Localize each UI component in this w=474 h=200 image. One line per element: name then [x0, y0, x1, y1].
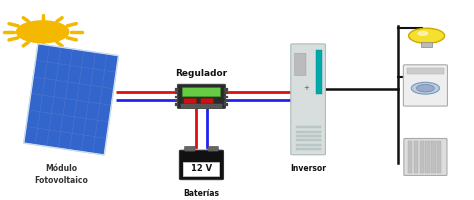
FancyBboxPatch shape	[296, 135, 321, 137]
FancyBboxPatch shape	[175, 92, 178, 94]
FancyBboxPatch shape	[408, 141, 412, 173]
FancyBboxPatch shape	[175, 103, 178, 106]
FancyBboxPatch shape	[291, 44, 326, 155]
Circle shape	[418, 31, 428, 35]
Text: Baterías: Baterías	[183, 189, 219, 198]
FancyBboxPatch shape	[201, 98, 213, 104]
FancyBboxPatch shape	[294, 53, 306, 76]
FancyBboxPatch shape	[225, 88, 228, 91]
FancyBboxPatch shape	[182, 88, 221, 97]
FancyBboxPatch shape	[179, 150, 224, 180]
FancyBboxPatch shape	[316, 50, 321, 94]
Polygon shape	[24, 44, 119, 155]
FancyBboxPatch shape	[437, 141, 441, 173]
FancyBboxPatch shape	[208, 146, 218, 151]
FancyBboxPatch shape	[177, 84, 226, 108]
FancyBboxPatch shape	[183, 162, 219, 177]
Text: Inversor: Inversor	[290, 164, 326, 173]
FancyBboxPatch shape	[225, 103, 228, 106]
FancyBboxPatch shape	[296, 126, 321, 128]
FancyBboxPatch shape	[175, 96, 178, 98]
Text: 12 V: 12 V	[191, 164, 212, 173]
FancyBboxPatch shape	[175, 100, 178, 102]
FancyBboxPatch shape	[419, 141, 424, 173]
FancyBboxPatch shape	[296, 131, 321, 133]
FancyBboxPatch shape	[296, 148, 321, 150]
FancyBboxPatch shape	[431, 141, 436, 173]
Text: +: +	[303, 85, 309, 91]
FancyBboxPatch shape	[296, 144, 321, 146]
FancyBboxPatch shape	[175, 88, 178, 91]
FancyBboxPatch shape	[407, 68, 444, 74]
Circle shape	[17, 21, 69, 43]
FancyBboxPatch shape	[403, 65, 447, 106]
FancyBboxPatch shape	[296, 139, 321, 141]
FancyBboxPatch shape	[225, 96, 228, 98]
Text: Regulador: Regulador	[175, 69, 228, 78]
FancyBboxPatch shape	[225, 100, 228, 102]
Circle shape	[409, 28, 445, 43]
FancyBboxPatch shape	[181, 104, 221, 108]
Text: Módulo
Fotovoltaico: Módulo Fotovoltaico	[35, 164, 89, 185]
FancyBboxPatch shape	[184, 98, 196, 104]
FancyBboxPatch shape	[225, 92, 228, 94]
FancyBboxPatch shape	[421, 42, 432, 47]
FancyBboxPatch shape	[404, 138, 447, 175]
FancyBboxPatch shape	[425, 141, 430, 173]
FancyBboxPatch shape	[185, 146, 195, 151]
Circle shape	[417, 85, 434, 92]
Circle shape	[411, 82, 439, 94]
FancyBboxPatch shape	[414, 141, 418, 173]
